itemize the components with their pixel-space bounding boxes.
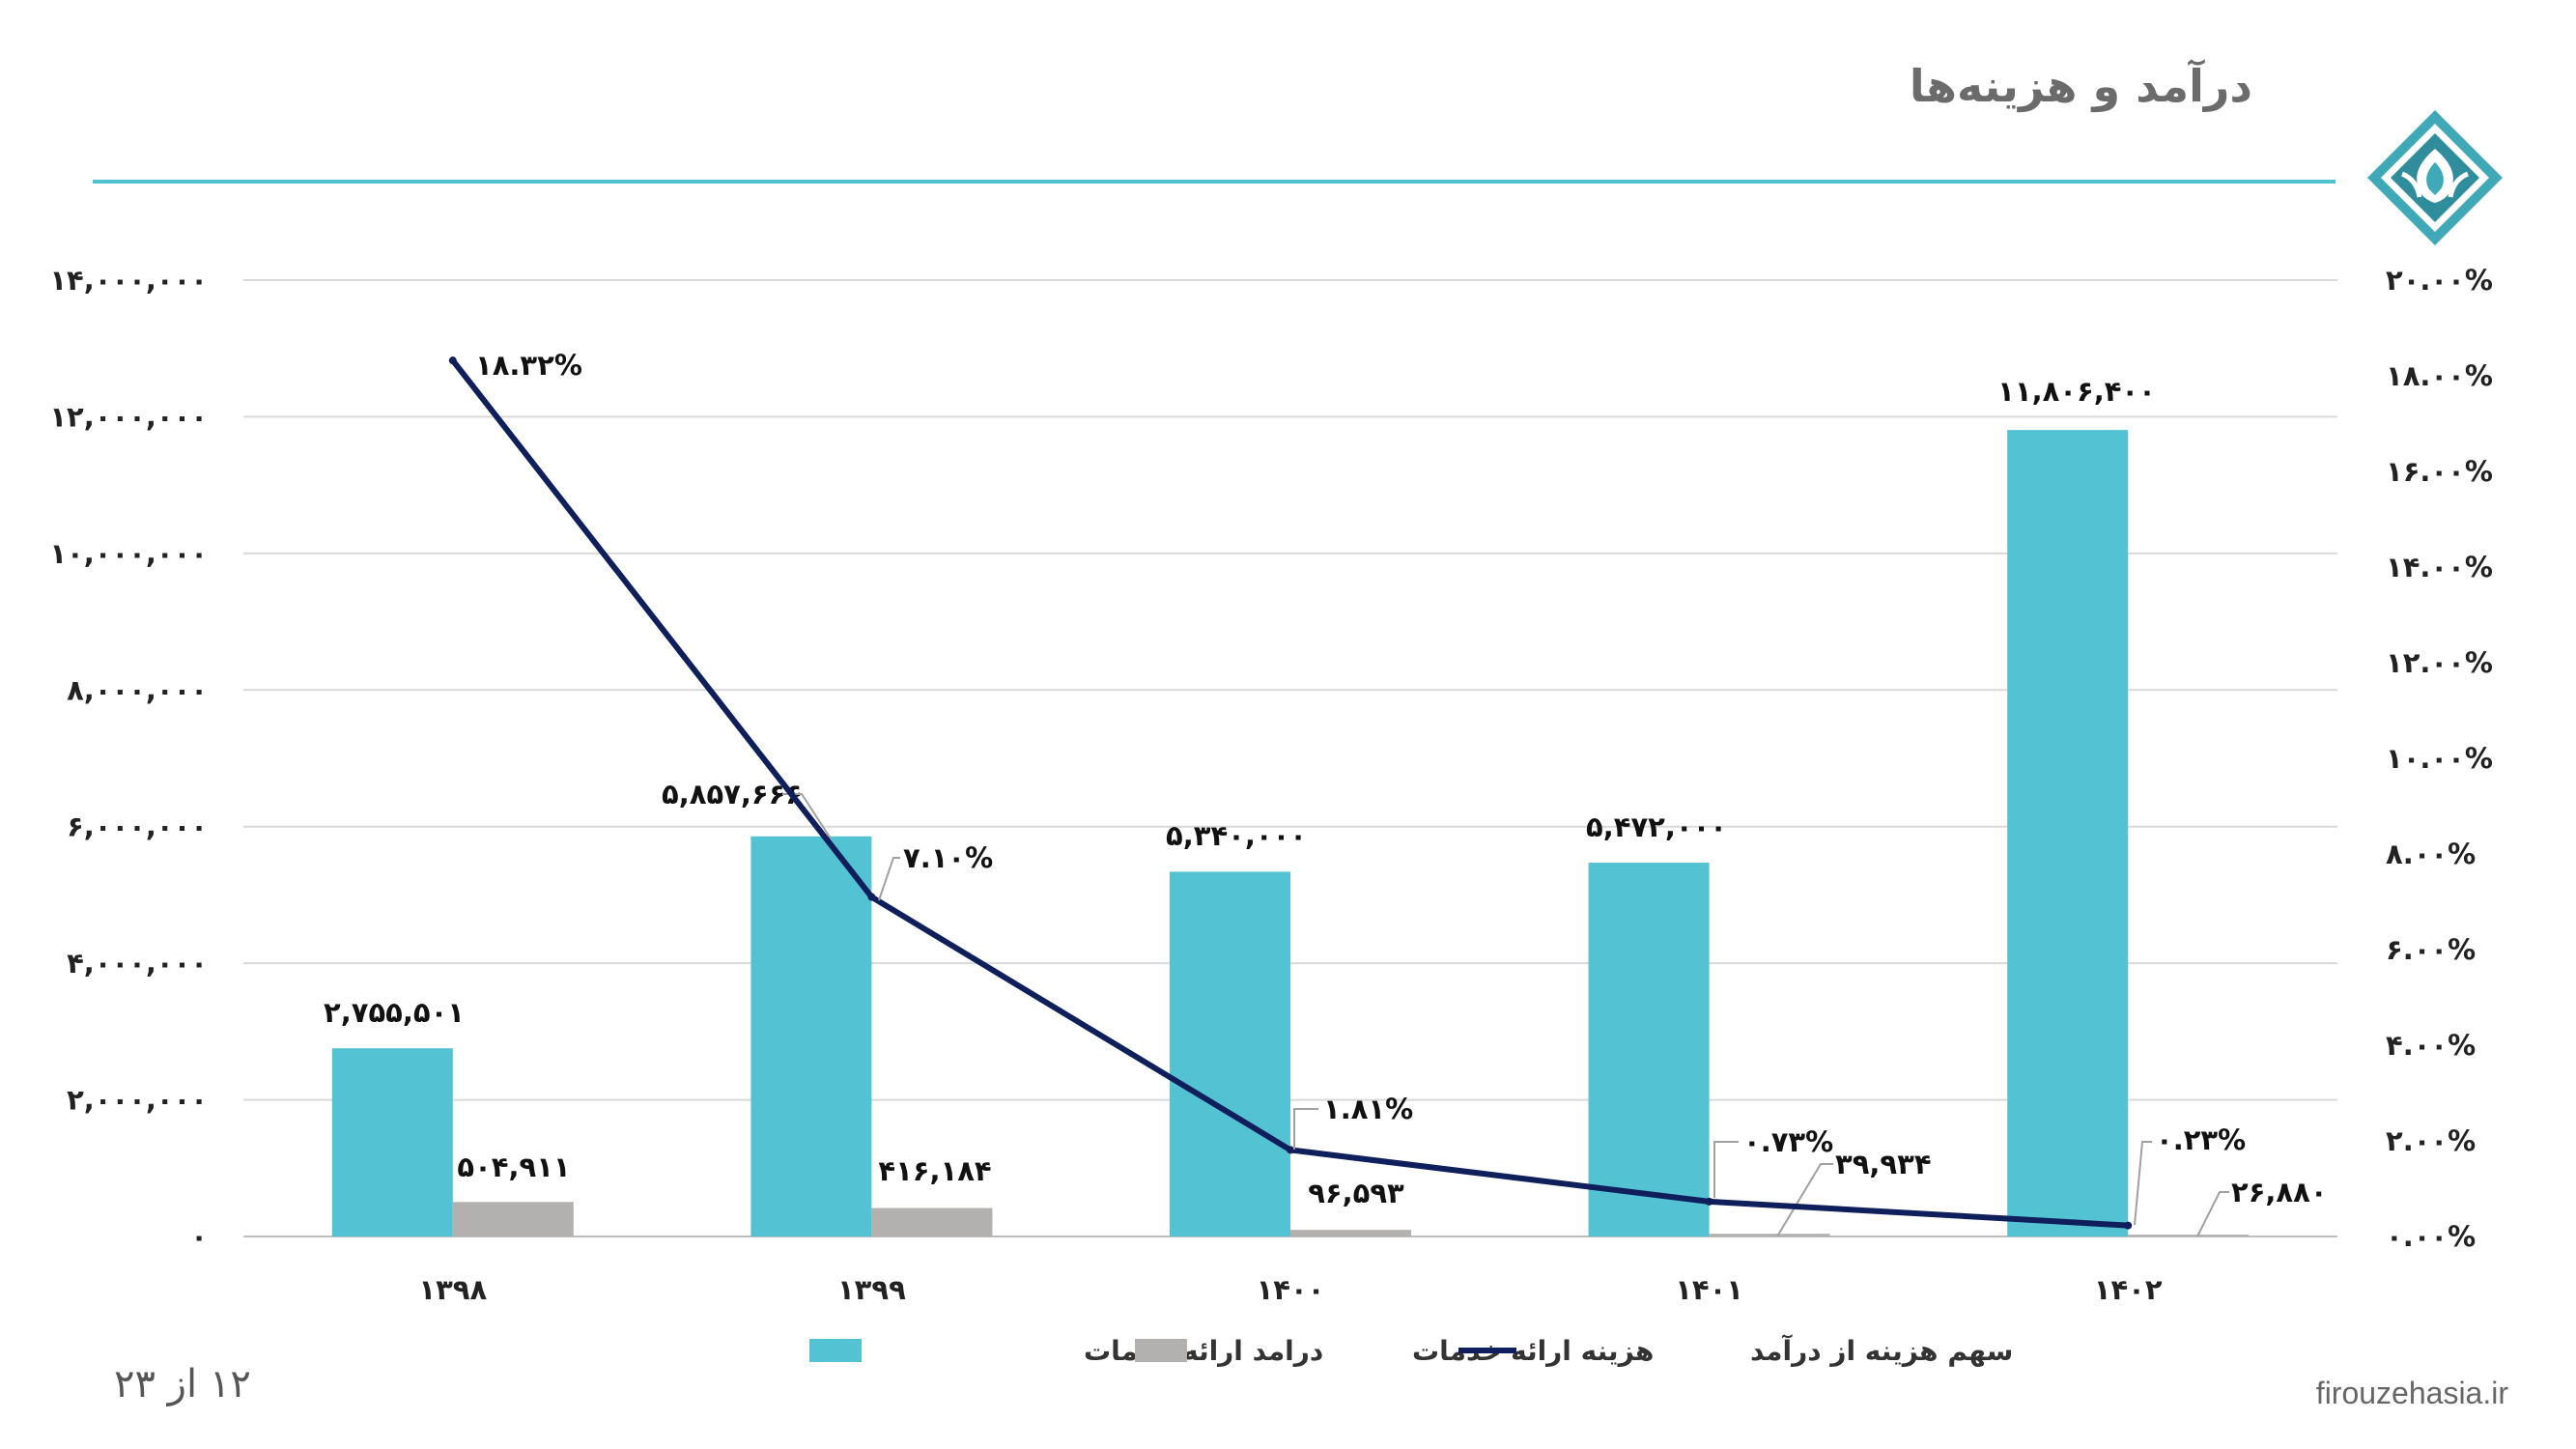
leader-line: [1293, 1108, 1318, 1150]
y-right-tick-label: ۶.۰۰%: [2386, 933, 2476, 966]
bar-cost: [2128, 1235, 2250, 1237]
ratio-point: [2124, 1221, 2133, 1230]
data-label-cost: ۴۱۶,۱۸۴: [878, 1154, 991, 1187]
page-number: ۱۲ از ۲۳: [114, 1362, 251, 1406]
data-label-ratio: ۰.۷۳%: [1743, 1125, 1833, 1158]
legend-label-ratio: سهم هزینه از درآمد: [1750, 1334, 2013, 1367]
leader-line: [2196, 1191, 2229, 1237]
y-left-tick-label: ۰: [190, 1220, 208, 1253]
y-right-tick-label: ۸.۰۰%: [2386, 838, 2476, 870]
bar-income: [1170, 871, 1290, 1236]
data-label-ratio: ۱.۸۱%: [1323, 1093, 1413, 1125]
title-divider: [93, 180, 2335, 184]
bar-income: [331, 1048, 453, 1236]
y-left-tick-label: ۸,۰۰۰,۰۰۰: [67, 673, 208, 706]
x-tick-label: ۱۳۹۹: [837, 1273, 906, 1306]
ratio-point: [867, 893, 876, 901]
x-tick-label: ۱۳۹۸: [418, 1273, 487, 1306]
y-right-tick-label: ۱۴.۰۰%: [2386, 551, 2493, 583]
data-label-ratio: ۷.۱۰%: [903, 841, 993, 874]
leader-line: [2134, 1141, 2152, 1226]
y-left-tick-label: ۱۰,۰۰۰,۰۰۰: [49, 537, 208, 570]
company-logo: [2367, 110, 2503, 245]
bar-cost: [1709, 1234, 1830, 1236]
bar-income: [2007, 430, 2129, 1236]
data-label-ratio: ۰.۲۳%: [2156, 1123, 2246, 1156]
legend-label-cost: هزینه ارائه خدمات: [1412, 1335, 1654, 1367]
leader-line: [878, 857, 900, 901]
leader-line: [1776, 1163, 1833, 1237]
y-left-tick-label: ۱۲,۰۰۰,۰۰۰: [49, 400, 208, 433]
y-left-tick-label: ۲,۰۰۰,۰۰۰: [67, 1084, 208, 1117]
y-right-tick-label: ۱۸.۰۰%: [2386, 359, 2493, 392]
y-right-tick-label: ۰.۰۰%: [2386, 1220, 2476, 1253]
legend-swatch-income: [809, 1339, 862, 1362]
ratio-point: [1287, 1146, 1294, 1154]
y-right-tick-label: ۱۲.۰۰%: [2386, 646, 2493, 679]
y-left-tick-label: ۶,۰۰۰,۰۰۰: [67, 810, 208, 843]
data-label-income: ۵,۴۷۲,۰۰۰: [1586, 810, 1727, 843]
data-label-income: ۵,۳۴۰,۰۰۰: [1166, 819, 1307, 852]
y-right-tick-label: ۴.۰۰%: [2386, 1029, 2476, 1062]
y-right-tick-label: ۱۶.۰۰%: [2386, 455, 2493, 488]
leader-line: [1713, 1141, 1739, 1198]
data-label-cost: ۲۶,۸۸۰: [2231, 1176, 2328, 1208]
page-title: درآمد و هزینه‌ها: [1909, 60, 2252, 112]
bar-cost: [871, 1208, 993, 1236]
bar-cost: [452, 1202, 574, 1236]
legend-swatch-cost: [1135, 1339, 1187, 1362]
ratio-point: [448, 356, 457, 365]
bar-income: [1588, 863, 1710, 1236]
y-left-tick-label: ۱۴,۰۰۰,۰۰۰: [49, 264, 208, 297]
website-url[interactable]: firouzehasia.ir: [2315, 1376, 2508, 1410]
y-right-tick-label: ۱۰.۰۰%: [2386, 742, 2493, 775]
data-label-cost: ۵۰۴,۹۱۱: [457, 1151, 570, 1183]
legend-label-income: درامد ارائه خدمات: [1084, 1335, 1323, 1367]
y-left-tick-label: ۴,۰۰۰,۰۰۰: [67, 947, 208, 980]
x-tick-label: ۱۴۰۱: [1675, 1273, 1743, 1306]
y-right-tick-label: ۲۰.۰۰%: [2386, 264, 2493, 297]
x-tick-label: ۱۴۰۲: [2094, 1273, 2163, 1306]
ratio-point: [1705, 1197, 1713, 1206]
bar-cost: [1290, 1230, 1411, 1236]
data-label-cost: ۹۶,۵۹۳: [1308, 1177, 1404, 1209]
data-label-income: ۲,۷۵۵,۵۰۱: [324, 996, 465, 1029]
x-tick-label: ۱۴۰۰: [1257, 1273, 1325, 1306]
y-right-tick-label: ۲.۰۰%: [2386, 1124, 2476, 1157]
data-label-cost: ۳۹,۹۳۴: [1835, 1148, 1932, 1180]
data-label-ratio: ۱۸.۳۲%: [475, 349, 582, 382]
data-label-income: ۱۱,۸۰۶,۴۰۰: [1997, 375, 2156, 408]
bar-income: [750, 836, 872, 1236]
